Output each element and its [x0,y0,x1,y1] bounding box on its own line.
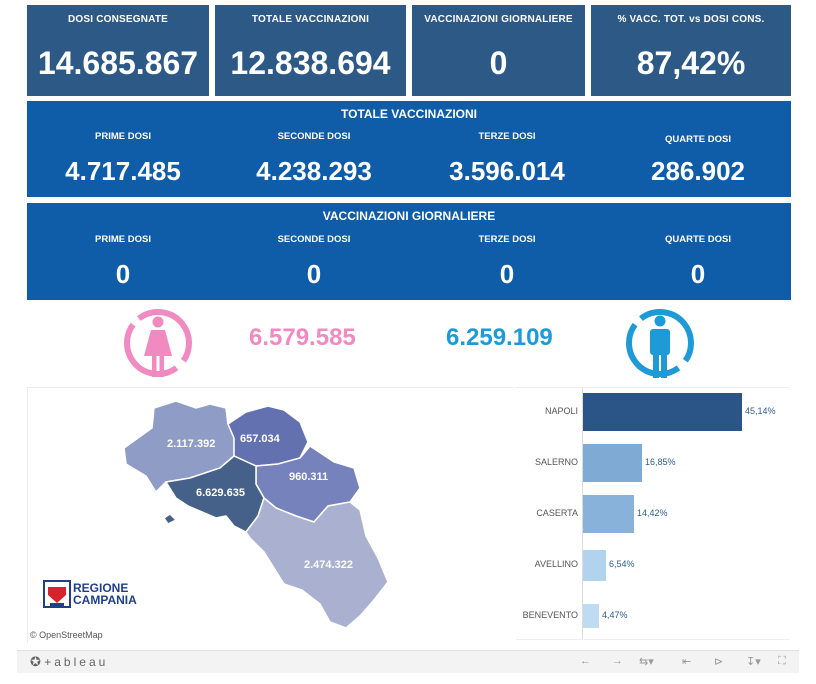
fullscreen-icon[interactable]: ⛶ [778,655,786,667]
cell-value: 0 [306,259,322,289]
kpi-label: VACCINAZIONI GIORNALIERE [424,14,573,25]
panel-title: VACCINAZIONI GIORNALIERE [322,209,496,223]
vaccinazioni-giornaliere-panel: VACCINAZIONI GIORNALIERE PRIME DOSI 0 SE… [27,203,791,300]
map-label-avellino: 960.311 [289,471,329,483]
kpi-value: 87,42% [636,45,746,81]
bar-category-label: BENEVENTO [522,610,578,620]
cell-value: 3.596.014 [449,156,565,186]
kpi-value: 14.685.867 [37,45,199,81]
female-vaccinations-value: 6.579.585 [249,324,356,351]
kpi-vaccinazioni-giornaliere: VACCINAZIONI GIORNALIERE 0 [412,5,585,96]
cell-label: TERZE DOSI [478,234,536,245]
quarte-dosi-cell: QUARTE DOSI 0 [603,234,793,290]
kpi-totale-vaccinazioni: TOTALE VACCINAZIONI 12.838.694 [215,5,406,96]
bar-salerno[interactable] [583,444,642,482]
cell-value: 286.902 [651,156,745,186]
cell-label: QUARTE DOSI [665,234,731,245]
cell-label: PRIME DOSI [95,131,151,142]
province-map [123,400,389,629]
download-icon[interactable]: ↧▾ [746,656,761,668]
cell-value: 0 [115,259,131,289]
bar-value-label: 45,14% [745,406,776,416]
tableau-logo[interactable]: ✪ +ableau [30,654,108,670]
bar-category-label: CASERTA [536,508,578,518]
bar-category-label: NAPOLI [544,406,578,416]
bar-avellino[interactable] [583,549,606,581]
seconde-dosi-cell: SECONDE DOSI 4.238.293 [219,131,409,187]
regione-campania-emblem-icon [43,580,71,608]
chart-divider [516,387,790,388]
cell-label: SECONDE DOSI [277,131,351,142]
map-label-benevento: 657.034 [240,433,280,445]
male-person-icon [626,309,694,378]
female-person-icon [124,309,192,377]
cell-value: 4.238.293 [256,156,372,186]
reset-icon[interactable]: ⇤ [682,656,692,668]
campania-map[interactable]: 2.117.392 657.034 960.311 6.629.635 2.47… [27,387,513,643]
revert-icon[interactable]: ⇆▾ [639,656,654,668]
quarte-dosi-cell: QUARTE DOSI 286.902 [603,134,793,187]
totale-vaccinazioni-panel: TOTALE VACCINAZIONI PRIME DOSI 4.717.485… [27,101,791,197]
cell-label: QUARTE DOSI [665,134,731,145]
bar-value-label: 4,47% [602,610,628,620]
cell-value: 0 [499,259,515,289]
cell-label: SECONDE DOSI [277,234,351,245]
prime-dosi-cell: PRIME DOSI 0 [28,234,218,290]
bar-value-label: 14,42% [637,508,668,518]
cell-label: TERZE DOSI [478,131,536,142]
kpi-value: 12.838.694 [230,45,391,81]
logo-line1: REGIONE [73,581,129,595]
kpi-label: TOTALE VACCINAZIONI [251,14,370,25]
tableau-plus-icon: ✪ [30,654,41,669]
undo-icon[interactable]: ← [580,655,591,667]
map-label-napoli: 6.629.635 [196,487,245,499]
cell-value: 0 [690,259,706,289]
bar-category-label: AVELLINO [534,559,578,569]
kpi-value: 0 [489,45,508,81]
terze-dosi-cell: TERZE DOSI 3.596.014 [412,131,602,187]
redo-icon[interactable]: → [612,655,623,667]
prime-dosi-cell: PRIME DOSI 4.717.485 [28,131,218,187]
cell-label: PRIME DOSI [95,234,151,245]
tableau-brand: +ableau [44,655,109,669]
chart-axis-line [582,387,583,639]
kpi-percentuale: % VACC. TOT. vs DOSI CONS. 87,42% [591,5,791,96]
map-label-caserta: 2.117.392 [167,438,216,450]
chart-bottom-divider [516,639,790,640]
bar-benevento[interactable] [583,604,599,628]
regione-campania-logo: REGIONE CAMPANIA [42,579,152,609]
male-vaccinations-value: 6.259.109 [446,324,553,351]
map-attribution[interactable]: © OpenStreetMap [30,630,103,640]
bar-value-label: 6,54% [609,559,635,569]
cell-value: 4.717.485 [65,156,181,186]
logo-line2: CAMPANIA [73,593,137,607]
kpi-label: % VACC. TOT. vs DOSI CONS. [617,14,765,25]
panel-title: TOTALE VACCINAZIONI [341,107,477,121]
province-benevento [227,405,309,467]
tableau-toolbar: ✪ +ableau ← → ⇆▾ ⇤ ⊳ ↧▾ ⛶ [17,650,799,673]
map-label-salerno: 2.474.322 [304,559,353,571]
kpi-label: DOSI CONSEGNATE [67,14,169,25]
kpi-dosi-consegnate: DOSI CONSEGNATE 14.685.867 [27,5,209,96]
bar-category-label: SALERNO [534,457,578,467]
terze-dosi-cell: TERZE DOSI 0 [412,234,602,290]
bar-napoli[interactable] [583,393,742,431]
bar-caserta[interactable] [583,495,634,533]
share-icon[interactable]: ⊳ [714,656,724,668]
bar-value-label: 16,85% [645,457,676,467]
province-salerno [245,496,389,629]
seconde-dosi-cell: SECONDE DOSI 0 [219,234,409,290]
